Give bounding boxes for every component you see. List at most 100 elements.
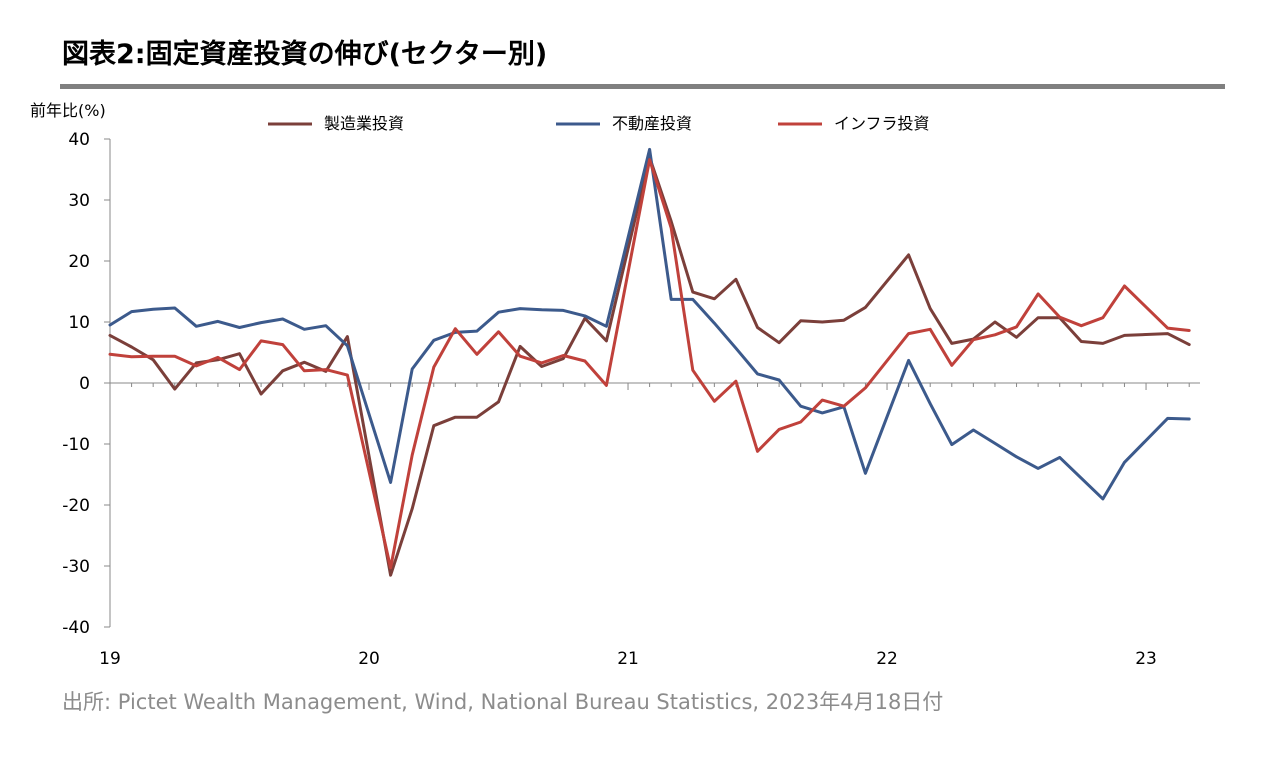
- data-point: [928, 328, 932, 331]
- data-point: [1123, 334, 1126, 337]
- data-point: [1101, 342, 1105, 345]
- data-point: [907, 332, 910, 335]
- data-point: [432, 365, 435, 369]
- data-point: [928, 402, 932, 405]
- data-point: [562, 357, 565, 360]
- series-line-1: [108, 147, 1191, 501]
- data-point: [108, 334, 112, 337]
- data-point: [1123, 284, 1126, 288]
- data-point: [562, 354, 565, 357]
- data-point: [173, 387, 176, 391]
- data-point: [799, 404, 802, 408]
- data-point: [540, 365, 543, 368]
- y-tick-label: 0: [79, 374, 90, 394]
- data-point: [454, 327, 457, 330]
- data-point: [1101, 497, 1105, 501]
- data-point: [259, 339, 263, 343]
- y-tick-label: -20: [62, 496, 90, 516]
- data-point: [1058, 456, 1061, 459]
- data-point: [410, 453, 414, 457]
- data-point: [821, 320, 824, 324]
- data-point: [950, 364, 953, 367]
- data-point: [756, 372, 759, 376]
- data-point: [389, 566, 392, 570]
- y-tick-label: 10: [68, 313, 90, 333]
- data-point: [777, 428, 781, 431]
- data-point: [1080, 476, 1083, 480]
- data-point: [259, 321, 263, 324]
- data-point: [1015, 336, 1018, 339]
- x-tick-label: 22: [876, 649, 898, 669]
- data-point: [583, 359, 587, 363]
- data-point: [173, 354, 176, 358]
- data-point: [346, 344, 349, 347]
- data-point: [130, 345, 133, 349]
- data-point: [1080, 340, 1083, 343]
- data-point: [216, 356, 220, 359]
- data-point: [303, 361, 306, 364]
- legend: 製造業投資 不動産投資 インフラ投資: [268, 114, 930, 133]
- data-point: [864, 386, 867, 390]
- data-point: [238, 368, 241, 371]
- data-point: [907, 359, 910, 362]
- data-point: [1166, 326, 1169, 330]
- y-tick-label: -10: [62, 435, 90, 455]
- data-point: [669, 298, 673, 301]
- data-point: [864, 472, 867, 475]
- series-line-0: [108, 155, 1191, 577]
- data-point: [518, 307, 522, 310]
- series-group: [108, 147, 1191, 577]
- data-point: [1015, 325, 1018, 329]
- data-point: [691, 290, 694, 294]
- data-point: [1188, 417, 1191, 421]
- data-point: [1188, 343, 1191, 346]
- data-point: [410, 367, 414, 371]
- y-tick-label: -30: [62, 557, 90, 577]
- data-point: [497, 330, 500, 333]
- data-point: [777, 378, 781, 382]
- page-title: 図表2:固定資産投資の伸び(セクター別): [62, 39, 548, 70]
- data-point: [497, 400, 500, 404]
- data-point: [151, 307, 155, 311]
- data-point: [842, 404, 846, 408]
- data-point: [605, 325, 608, 328]
- data-point: [151, 354, 155, 358]
- data-point: [324, 368, 328, 371]
- data-point: [195, 361, 198, 365]
- data-point: [842, 318, 846, 322]
- data-point: [562, 309, 565, 312]
- data-point: [756, 450, 759, 453]
- data-point: [1188, 329, 1191, 332]
- data-point: [389, 481, 392, 484]
- data-point: [238, 352, 241, 355]
- data-point: [993, 442, 997, 445]
- data-point: [777, 341, 781, 344]
- data-point: [1015, 455, 1018, 459]
- data-point: [281, 343, 284, 346]
- data-point: [475, 353, 479, 356]
- data-point: [454, 415, 457, 419]
- data-point: [1058, 315, 1061, 319]
- data-point: [734, 347, 738, 350]
- data-point: [518, 354, 522, 358]
- data-point: [950, 443, 953, 446]
- data-point: [195, 364, 198, 368]
- data-point: [259, 392, 263, 396]
- data-point: [734, 379, 738, 383]
- x-tick-label: 20: [358, 649, 380, 669]
- data-point: [648, 148, 651, 151]
- y-tick-label: 30: [68, 191, 90, 211]
- y-tick-label: 20: [68, 252, 90, 272]
- data-point: [1080, 324, 1083, 327]
- data-point: [475, 415, 479, 419]
- data-point: [928, 307, 932, 310]
- data-point: [432, 424, 435, 427]
- data-point: [648, 158, 651, 161]
- data-point: [346, 373, 349, 377]
- data-point: [518, 345, 522, 348]
- data-point: [475, 329, 479, 333]
- data-point: [410, 507, 414, 510]
- data-point: [389, 573, 392, 577]
- data-point: [907, 253, 910, 257]
